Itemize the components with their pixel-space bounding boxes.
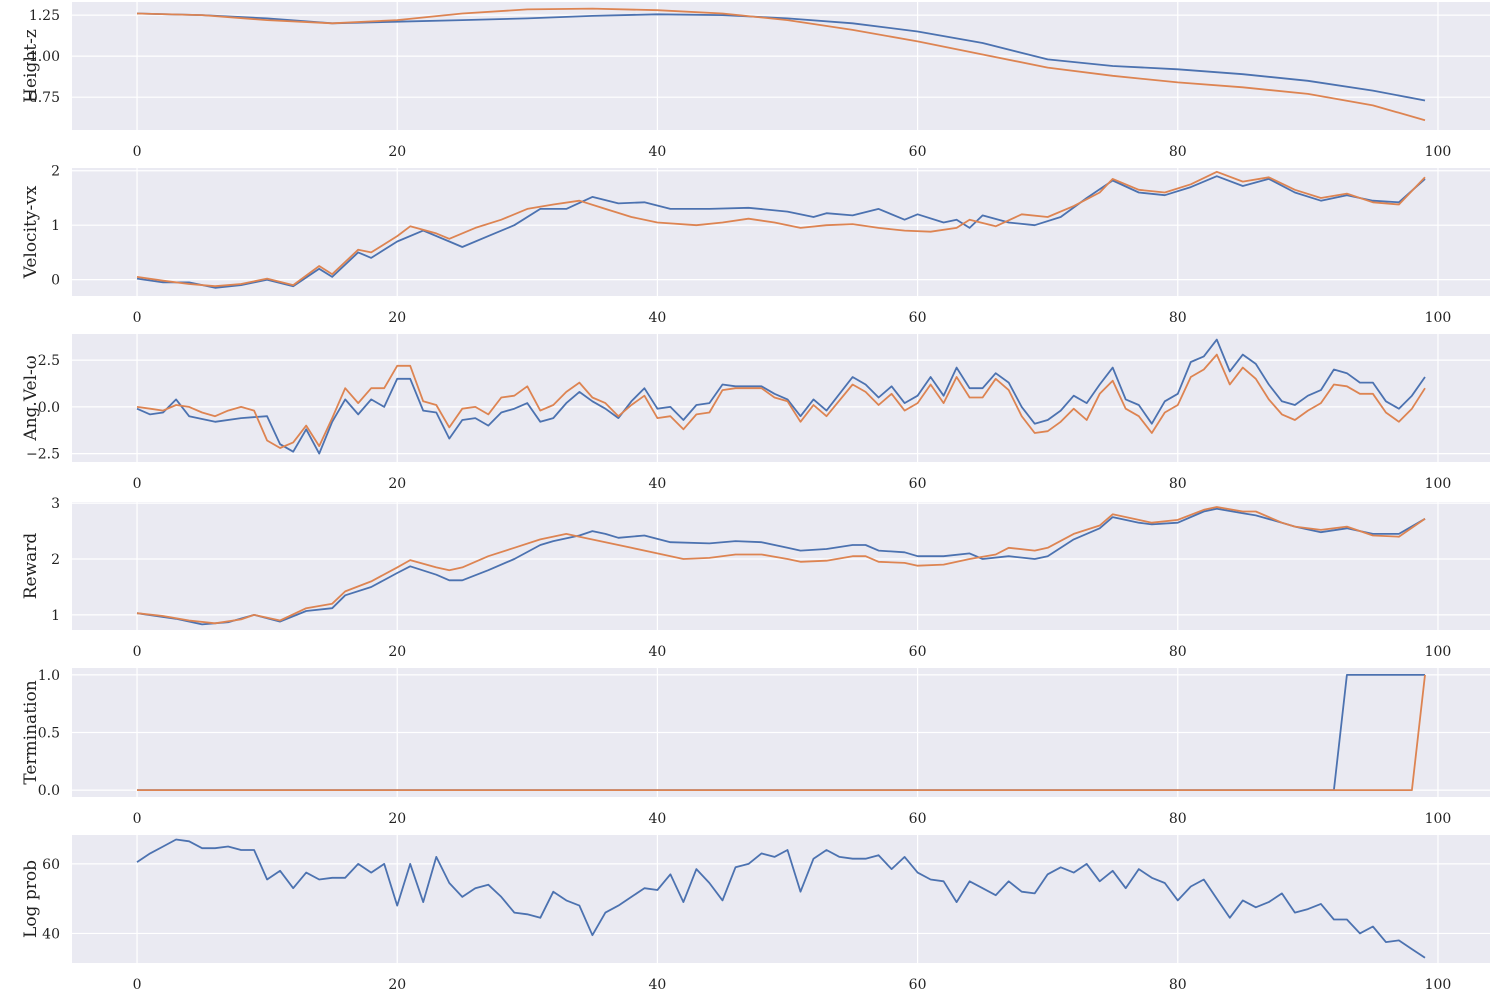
x-tick-label: 60 [909, 144, 927, 160]
series-line-1 [136, 338, 1426, 455]
y-axis-label: Ang.Vel-ω [21, 355, 41, 441]
y-tick-label: 2 [51, 552, 60, 568]
x-tick-label: 80 [1169, 644, 1187, 660]
x-tick-label: 20 [388, 476, 406, 492]
x-tick-label: 100 [1425, 811, 1452, 827]
x-tick-label: 60 [909, 476, 927, 492]
y-axis-label: Velocity-vx [21, 185, 41, 279]
subplot-1: 0 20 40 60 80 100 0.75 1.00 1.25 Height-z [21, 2, 1490, 160]
series-line-2 [136, 7, 1426, 122]
y-tick-label: 1.25 [29, 8, 60, 24]
x-tick-label: 40 [648, 144, 666, 160]
x-tick-label: 80 [1169, 144, 1187, 160]
x-tick-label: 0 [133, 144, 142, 160]
y-tick-label: 1.0 [38, 668, 60, 684]
series-line-1 [136, 507, 1426, 626]
x-tick-label: 80 [1169, 811, 1187, 827]
y-axis-label: Height-z [21, 29, 41, 103]
x-tick-label: 40 [648, 644, 666, 660]
series-line-1 [136, 175, 1426, 289]
y-tick-label: 1.00 [29, 49, 60, 65]
y-tick-label: 1 [51, 218, 60, 234]
y-tick-label: 2.5 [38, 353, 60, 369]
x-tick-label: 100 [1425, 977, 1452, 993]
x-tick-label: 20 [388, 310, 406, 326]
y-tick-label: 40 [42, 926, 60, 942]
x-tick-label: 60 [909, 644, 927, 660]
y-axis-label: Termination [21, 680, 41, 784]
y-axis-label: Log prob [21, 860, 41, 938]
x-tick-label: 20 [388, 144, 406, 160]
y-tick-label: 0.5 [38, 726, 60, 742]
x-tick-label: 100 [1425, 310, 1452, 326]
plot-background [72, 835, 1490, 963]
subplot-2: 0 20 40 60 80 100 0 1 2 Velocity-vx [21, 164, 1490, 326]
series-line-1 [136, 838, 1426, 959]
series-line-2 [136, 170, 1426, 288]
series-line-2 [137, 674, 1426, 791]
x-tick-label: 100 [1425, 144, 1452, 160]
x-tick-label: 100 [1425, 644, 1452, 660]
y-tick-label: 0.0 [38, 400, 60, 416]
y-axis-label: Reward [21, 533, 41, 600]
y-tick-label: 1 [51, 608, 60, 624]
series-line-2 [136, 353, 1426, 449]
x-tick-label: 60 [909, 811, 927, 827]
y-tick-label: 0.75 [29, 90, 60, 106]
x-tick-label: 20 [388, 644, 406, 660]
plot-background [72, 168, 1490, 296]
y-tick-label: 0 [51, 273, 60, 289]
y-tick-label: 2 [51, 164, 60, 180]
x-tick-label: 40 [648, 977, 666, 993]
y-tick-label: −2.5 [26, 447, 60, 463]
y-tick-label: 3 [51, 496, 60, 512]
y-tick-label: 0.0 [38, 783, 60, 799]
plot-background [72, 2, 1490, 130]
x-tick-label: 60 [909, 977, 927, 993]
x-tick-label: 80 [1169, 476, 1187, 492]
x-tick-label: 80 [1169, 310, 1187, 326]
x-tick-label: 20 [388, 977, 406, 993]
x-tick-label: 0 [133, 476, 142, 492]
y-tick-label: 60 [42, 857, 60, 873]
x-tick-label: 0 [133, 977, 142, 993]
x-tick-label: 40 [648, 811, 666, 827]
x-tick-label: 0 [133, 644, 142, 660]
x-tick-label: 60 [909, 310, 927, 326]
x-tick-label: 40 [648, 476, 666, 492]
x-tick-label: 80 [1169, 977, 1187, 993]
subplot-4: 0 20 40 60 80 100 1 2 3 Reward [21, 496, 1490, 660]
x-tick-label: 100 [1425, 476, 1452, 492]
series-line-2 [136, 506, 1426, 625]
x-tick-label: 0 [133, 310, 142, 326]
x-tick-label: 40 [648, 310, 666, 326]
plot-background [72, 334, 1490, 462]
x-tick-label: 20 [388, 811, 406, 827]
x-tick-label: 0 [133, 811, 142, 827]
